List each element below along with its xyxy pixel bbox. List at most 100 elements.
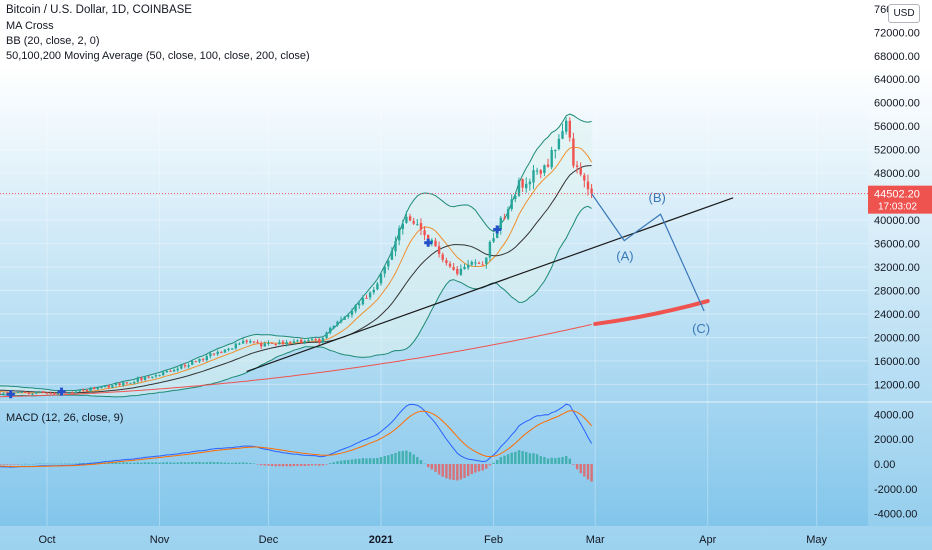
candle-body[interactable] bbox=[122, 382, 125, 386]
candle-body[interactable] bbox=[136, 378, 139, 382]
candle-body[interactable] bbox=[151, 376, 154, 378]
candle-body[interactable] bbox=[292, 341, 296, 344]
candle-body[interactable] bbox=[38, 391, 41, 393]
candle-body[interactable] bbox=[336, 321, 339, 326]
candle-body[interactable] bbox=[528, 181, 532, 185]
candle-body[interactable] bbox=[303, 340, 306, 344]
wave-projection[interactable] bbox=[591, 193, 705, 312]
candle-body[interactable] bbox=[172, 370, 176, 372]
currency-button[interactable]: USD bbox=[888, 4, 920, 23]
candle-body[interactable] bbox=[481, 264, 484, 266]
candle-body[interactable] bbox=[270, 342, 274, 344]
candle-body[interactable] bbox=[187, 365, 190, 367]
candle-body[interactable] bbox=[310, 339, 314, 341]
candle-body[interactable] bbox=[158, 374, 161, 376]
candle-body[interactable] bbox=[412, 221, 415, 224]
candle-body[interactable] bbox=[34, 391, 38, 394]
candle-body[interactable] bbox=[263, 343, 266, 347]
candle-body[interactable] bbox=[227, 348, 230, 350]
candle-body[interactable] bbox=[383, 266, 386, 274]
candle-body[interactable] bbox=[249, 341, 252, 343]
candle-body[interactable] bbox=[583, 175, 586, 181]
candle-body[interactable] bbox=[579, 167, 582, 175]
candle-body[interactable] bbox=[329, 327, 332, 333]
candle-body[interactable] bbox=[82, 389, 85, 391]
candle-body[interactable] bbox=[85, 390, 89, 392]
candle-body[interactable] bbox=[358, 303, 361, 306]
candle-body[interactable] bbox=[347, 315, 350, 317]
candle-body[interactable] bbox=[267, 343, 270, 344]
candle-body[interactable] bbox=[78, 389, 81, 392]
candle-body[interactable] bbox=[0, 392, 2, 394]
candle-body[interactable] bbox=[503, 217, 506, 219]
candle-body[interactable] bbox=[42, 391, 45, 393]
candle-body[interactable] bbox=[459, 268, 463, 275]
candle-body[interactable] bbox=[339, 319, 343, 323]
candle-body[interactable] bbox=[201, 359, 205, 361]
candle-body[interactable] bbox=[194, 361, 198, 363]
candle-body[interactable] bbox=[24, 391, 27, 393]
candle-body[interactable] bbox=[565, 120, 568, 132]
candle-body[interactable] bbox=[561, 131, 564, 139]
candle-body[interactable] bbox=[140, 378, 143, 381]
candle-body[interactable] bbox=[252, 341, 256, 343]
last-price-badge[interactable] bbox=[868, 185, 932, 214]
candle-body[interactable] bbox=[118, 383, 121, 386]
candle-body[interactable] bbox=[111, 385, 114, 388]
candle-body[interactable] bbox=[332, 325, 335, 329]
candle-body[interactable] bbox=[387, 260, 390, 267]
candle-body[interactable] bbox=[67, 392, 70, 394]
candle-body[interactable] bbox=[575, 165, 579, 167]
candle-body[interactable] bbox=[379, 273, 383, 284]
candle-body[interactable] bbox=[318, 339, 321, 343]
candle-body[interactable] bbox=[434, 240, 437, 247]
candle-body[interactable] bbox=[408, 216, 412, 221]
candle-body[interactable] bbox=[510, 199, 513, 209]
candle-body[interactable] bbox=[521, 179, 524, 188]
candle-body[interactable] bbox=[307, 340, 310, 342]
candle-body[interactable] bbox=[238, 343, 241, 345]
candle-body[interactable] bbox=[321, 338, 325, 343]
candle-body[interactable] bbox=[416, 224, 419, 226]
candle-body[interactable] bbox=[234, 343, 237, 349]
candle-body[interactable] bbox=[448, 263, 452, 267]
candle-body[interactable] bbox=[543, 165, 546, 173]
candle-body[interactable] bbox=[212, 353, 216, 355]
candle-body[interactable] bbox=[256, 341, 259, 343]
candle-body[interactable] bbox=[550, 150, 553, 168]
candle-body[interactable] bbox=[423, 230, 426, 236]
candle-body[interactable] bbox=[74, 391, 78, 394]
candle-body[interactable] bbox=[546, 164, 550, 167]
candle-body[interactable] bbox=[506, 209, 510, 219]
ma-cross-marker[interactable] bbox=[493, 225, 502, 234]
candle-body[interactable] bbox=[354, 305, 357, 312]
macd-panel[interactable] bbox=[0, 401, 932, 482]
candle-body[interactable] bbox=[56, 393, 60, 395]
candle-body[interactable] bbox=[205, 356, 208, 360]
candle-body[interactable] bbox=[590, 188, 593, 194]
indicator-moving-averages[interactable]: 50,100,200 Moving Average (50, close, 10… bbox=[6, 50, 310, 62]
candle-body[interactable] bbox=[169, 370, 172, 372]
candle-body[interactable] bbox=[368, 292, 372, 298]
candle-body[interactable] bbox=[532, 170, 535, 183]
candle-body[interactable] bbox=[343, 316, 346, 320]
candle-body[interactable] bbox=[398, 228, 401, 241]
candle-body[interactable] bbox=[535, 170, 539, 172]
candle-body[interactable] bbox=[2, 392, 5, 394]
ma-cross-marker[interactable] bbox=[57, 387, 66, 396]
candle-body[interactable] bbox=[394, 241, 397, 252]
candle-body[interactable] bbox=[133, 382, 136, 384]
candle-body[interactable] bbox=[191, 360, 194, 365]
candle-body[interactable] bbox=[165, 370, 168, 373]
candle-body[interactable] bbox=[260, 343, 263, 347]
candle-body[interactable] bbox=[365, 297, 368, 299]
candle-body[interactable] bbox=[296, 340, 299, 342]
candle-body[interactable] bbox=[492, 238, 495, 242]
candle-body[interactable] bbox=[441, 254, 444, 260]
candle-body[interactable] bbox=[437, 246, 441, 254]
candle-body[interactable] bbox=[325, 332, 328, 339]
candle-body[interactable] bbox=[572, 138, 575, 166]
candle-body[interactable] bbox=[241, 340, 245, 344]
